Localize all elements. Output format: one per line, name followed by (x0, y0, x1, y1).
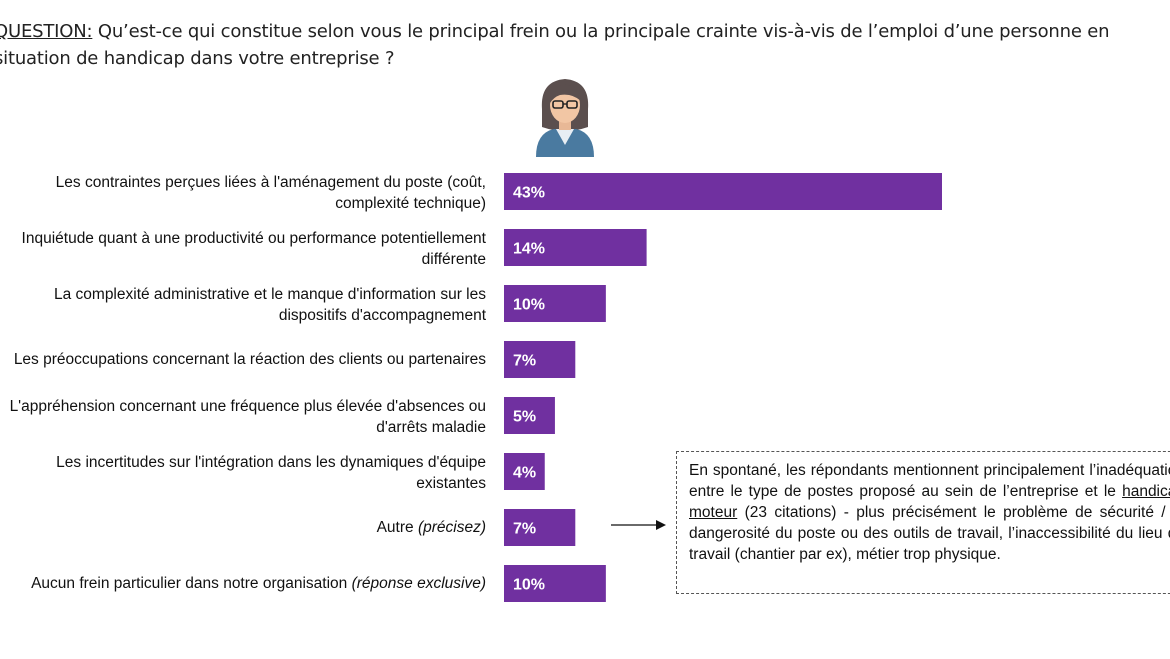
bar-8 (504, 565, 606, 602)
category-label: Les contraintes perçues liées à l'aménag… (55, 174, 486, 212)
question-text: QUESTION: Qu’est-ce qui constitue selon … (0, 18, 1124, 72)
bar-2 (504, 229, 647, 266)
bar-value-label: 7% (513, 521, 536, 538)
open-answer-note: En spontané, les répondants mentionnent … (676, 451, 1170, 594)
question-body: Qu’est-ce qui constitue selon vous le pr… (0, 21, 1110, 69)
bar-7 (504, 509, 576, 546)
bar-value-label: 10% (513, 577, 545, 594)
category-label: La complexité administrative et le manqu… (53, 286, 486, 324)
bar-value-label: 14% (513, 241, 545, 258)
category-label: Aucun frein particulier dans notre organ… (31, 574, 486, 592)
note-text-after: (23 citations) - plus précisément le pro… (689, 504, 1170, 563)
bar-4 (504, 341, 576, 378)
bar-1 (504, 173, 942, 210)
category-label: L'appréhension concernant une fréquence … (9, 398, 486, 436)
bar-5 (504, 397, 555, 434)
bar-value-label: 7% (513, 353, 536, 370)
question-prefix: QUESTION: (0, 21, 93, 42)
bar-value-label: 5% (513, 409, 536, 426)
bar-value-label: 4% (513, 465, 536, 482)
category-label: Inquiétude quant à une productivité ou p… (21, 230, 486, 268)
bar-6 (504, 453, 545, 490)
category-label: Autre (précisez) (376, 518, 486, 536)
businesswoman-avatar-icon (536, 79, 594, 157)
right-arrow-icon (611, 520, 666, 530)
bar-value-label: 10% (513, 297, 545, 314)
bar-value-label: 43% (513, 185, 545, 202)
bar-3 (504, 285, 606, 322)
note-underlined: handicap moteur (689, 483, 1170, 521)
category-label: Les incertitudes sur l'intégration dans … (56, 454, 486, 492)
category-label: Les préoccupations concernant la réactio… (13, 350, 486, 368)
note-text-before: En spontané, les répondants mentionnent … (689, 462, 1170, 500)
